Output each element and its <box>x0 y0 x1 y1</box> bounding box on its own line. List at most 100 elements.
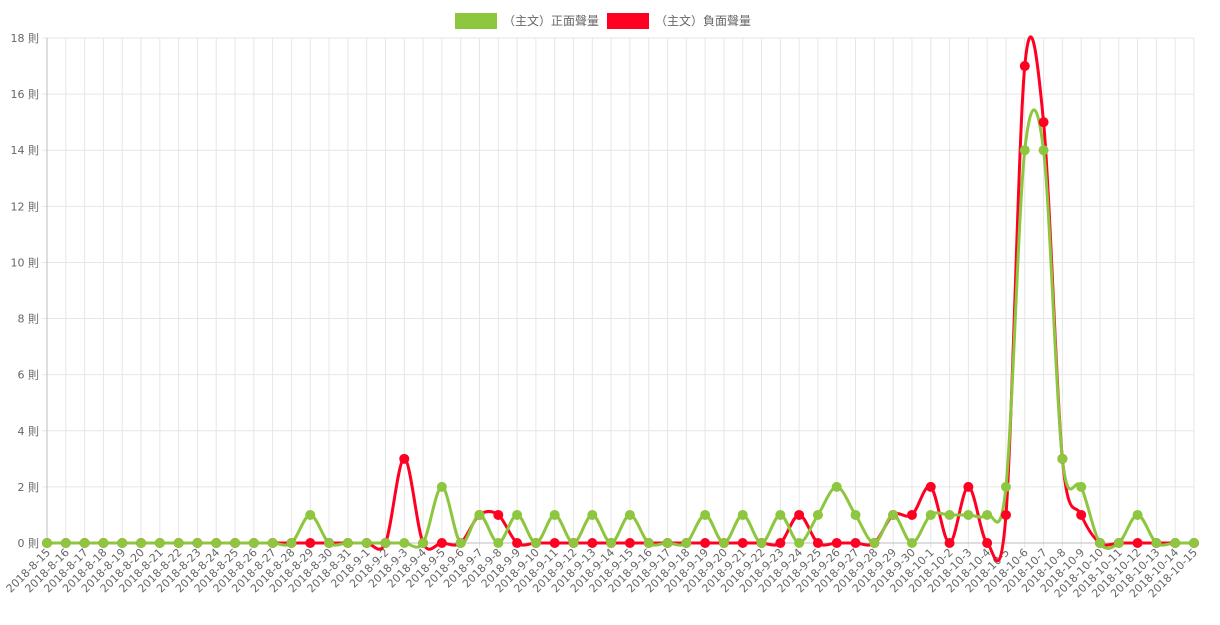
data-point-positive[interactable] <box>587 509 598 520</box>
data-point-negative[interactable] <box>1076 509 1087 520</box>
data-point-negative[interactable] <box>1000 509 1011 520</box>
data-point-negative[interactable] <box>737 538 748 548</box>
data-point-negative[interactable] <box>831 538 842 548</box>
y-tick-label: 12 則 <box>11 200 40 213</box>
y-tick-label: 6 則 <box>18 369 40 382</box>
data-point-positive[interactable] <box>1038 145 1049 156</box>
data-point-positive[interactable] <box>1151 538 1162 548</box>
data-point-negative[interactable] <box>1019 61 1030 72</box>
data-point-positive[interactable] <box>474 509 485 520</box>
data-point-positive[interactable] <box>342 538 353 548</box>
data-point-positive[interactable] <box>42 538 52 548</box>
data-point-positive[interactable] <box>136 538 147 548</box>
data-point-positive[interactable] <box>267 538 278 548</box>
data-point-positive[interactable] <box>812 509 823 520</box>
data-point-positive[interactable] <box>718 538 729 548</box>
data-point-positive[interactable] <box>1189 538 1199 548</box>
data-point-positive[interactable] <box>888 509 899 520</box>
y-axis: 0 則 2 則 4 則 6 則 8 則 10 則 12 則 14 則 16 則 18 則 <box>11 32 48 550</box>
series-line-positive <box>46 108 1194 550</box>
data-point-positive[interactable] <box>399 538 410 548</box>
data-point-positive[interactable] <box>436 481 447 492</box>
data-point-positive[interactable] <box>455 538 466 548</box>
data-point-positive[interactable] <box>662 538 673 548</box>
data-point-positive[interactable] <box>606 538 617 548</box>
data-point-positive[interactable] <box>79 538 90 548</box>
data-point-negative[interactable] <box>436 538 447 548</box>
data-point-positive[interactable] <box>286 538 297 548</box>
data-point-positive[interactable] <box>568 538 579 548</box>
data-point-positive[interactable] <box>1170 538 1181 548</box>
data-point-negative[interactable] <box>925 481 936 492</box>
data-point-positive[interactable] <box>944 509 955 520</box>
data-point-positive[interactable] <box>1094 538 1105 548</box>
data-point-positive[interactable] <box>925 509 936 520</box>
data-point-positive[interactable] <box>681 538 692 548</box>
data-point-positive[interactable] <box>850 509 861 520</box>
data-point-positive[interactable] <box>98 538 109 548</box>
data-point-negative[interactable] <box>812 538 823 548</box>
legend-label-negative: （主文）負面聲量 <box>655 13 751 28</box>
data-point-positive[interactable] <box>192 538 203 548</box>
data-point-positive[interactable] <box>211 538 222 548</box>
series-layer <box>42 35 1199 563</box>
data-point-positive[interactable] <box>775 509 786 520</box>
data-point-positive[interactable] <box>1132 509 1143 520</box>
data-point-negative[interactable] <box>399 453 410 464</box>
data-point-positive[interactable] <box>549 509 560 520</box>
y-tick-label: 4 則 <box>18 425 40 438</box>
data-point-negative[interactable] <box>624 538 635 548</box>
data-point-negative[interactable] <box>794 509 805 520</box>
data-point-positive[interactable] <box>1019 145 1030 156</box>
data-point-positive[interactable] <box>831 481 842 492</box>
legend-item-negative[interactable]: （主文）負面聲量 <box>607 13 751 29</box>
data-point-positive[interactable] <box>530 538 541 548</box>
data-point-positive[interactable] <box>361 538 372 548</box>
data-point-positive[interactable] <box>794 538 805 548</box>
data-point-negative[interactable] <box>512 538 523 548</box>
data-point-positive[interactable] <box>756 538 767 548</box>
data-point-negative[interactable] <box>700 538 711 548</box>
y-tick-label: 16 則 <box>11 88 40 101</box>
data-point-positive[interactable] <box>154 538 165 548</box>
data-point-negative[interactable] <box>963 481 974 492</box>
data-point-positive[interactable] <box>512 509 523 520</box>
data-point-negative[interactable] <box>982 538 993 548</box>
data-point-negative[interactable] <box>493 509 504 520</box>
data-point-positive[interactable] <box>1113 538 1124 548</box>
data-point-positive[interactable] <box>324 538 335 548</box>
legend-item-positive[interactable]: （主文）正面聲量 <box>455 13 599 29</box>
data-point-positive[interactable] <box>305 509 316 520</box>
data-point-positive[interactable] <box>173 538 184 548</box>
data-point-positive[interactable] <box>230 538 241 548</box>
data-point-positive[interactable] <box>418 538 429 548</box>
data-point-positive[interactable] <box>380 538 391 548</box>
data-point-positive[interactable] <box>493 538 504 548</box>
data-point-negative[interactable] <box>587 538 598 548</box>
data-point-negative[interactable] <box>305 538 316 548</box>
data-point-positive[interactable] <box>624 509 635 520</box>
data-point-positive[interactable] <box>1076 481 1087 492</box>
data-point-positive[interactable] <box>60 538 71 548</box>
data-point-negative[interactable] <box>1038 117 1049 128</box>
data-point-positive[interactable] <box>982 509 993 520</box>
data-point-positive[interactable] <box>906 538 917 548</box>
data-point-positive[interactable] <box>963 509 974 520</box>
data-point-negative[interactable] <box>549 538 560 548</box>
data-point-positive[interactable] <box>248 538 259 548</box>
data-point-negative[interactable] <box>850 538 861 548</box>
data-point-negative[interactable] <box>775 538 786 548</box>
data-point-positive[interactable] <box>869 538 880 548</box>
data-point-positive[interactable] <box>737 509 748 520</box>
y-tick-label: 2 則 <box>18 481 40 494</box>
data-point-negative[interactable] <box>906 509 917 520</box>
data-point-positive[interactable] <box>643 538 654 548</box>
data-point-positive[interactable] <box>1057 453 1068 464</box>
gridlines <box>42 37 1195 548</box>
data-point-positive[interactable] <box>700 509 711 520</box>
data-point-negative[interactable] <box>944 538 955 548</box>
data-point-negative[interactable] <box>1132 538 1143 548</box>
data-point-positive[interactable] <box>1000 481 1011 492</box>
data-point-positive[interactable] <box>117 538 128 548</box>
x-axis: 2018-8-152018-8-162018-8-172018-8-182018… <box>4 542 1200 600</box>
